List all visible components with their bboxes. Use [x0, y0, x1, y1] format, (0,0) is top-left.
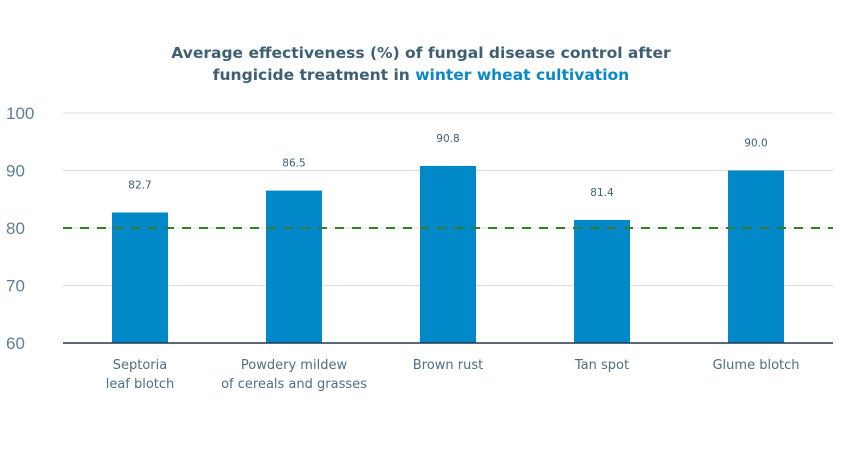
x-category-label: Tan spot	[574, 358, 629, 373]
bar	[728, 170, 784, 343]
chart-title-highlight: winter wheat cultivation	[415, 66, 630, 84]
bar	[112, 212, 168, 343]
y-tick-label: 100	[6, 104, 34, 123]
x-category-label: Septoria	[113, 358, 167, 373]
value-label: 86.5	[282, 158, 305, 170]
value-label: 90.8	[436, 133, 459, 145]
x-category-label: Glume blotch	[712, 358, 799, 373]
bar	[420, 165, 476, 343]
x-category-label: leaf blotch	[106, 377, 175, 392]
bar	[266, 190, 322, 343]
x-category-label: Brown rust	[413, 358, 483, 373]
x-category-label: Powdery mildew	[241, 358, 348, 373]
value-label: 81.4	[590, 187, 614, 199]
chart-title-line1: Average effectiveness (%) of fungal dise…	[171, 44, 671, 62]
chart-title: Average effectiveness (%) of fungal dise…	[0, 42, 842, 86]
value-label: 82.7	[128, 179, 151, 191]
y-tick-label: 60	[6, 334, 25, 353]
y-tick-label: 70	[6, 277, 25, 296]
y-tick-label: 80	[6, 219, 25, 238]
x-category-label: of cereals and grasses	[221, 377, 367, 392]
value-label: 90.0	[744, 138, 767, 150]
chart-title-line2: fungicide treatment in	[212, 66, 416, 84]
y-tick-label: 90	[6, 162, 25, 181]
bar	[574, 219, 630, 343]
